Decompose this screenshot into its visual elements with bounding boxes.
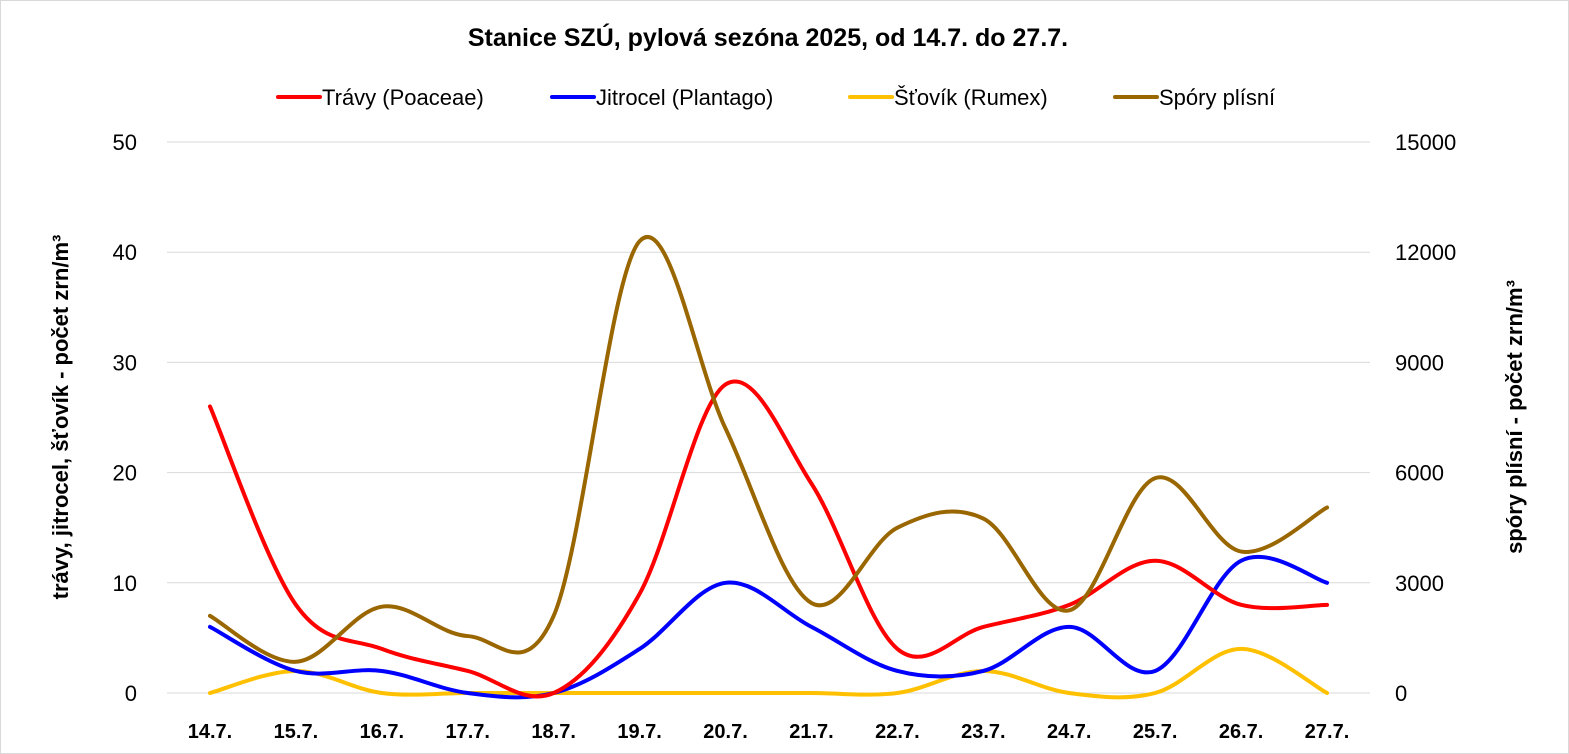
x-tick-label: 16.7. xyxy=(360,721,404,743)
grid xyxy=(167,141,1370,694)
x-axis-ticks: 14.7. 15.7. 16.7. 17.7. 18.7. 19.7. 20.7. 21.7.… xyxy=(188,721,1350,743)
x-tick-label: 25.7. xyxy=(1133,721,1177,743)
x-tick-label: 17.7. xyxy=(446,721,490,743)
legend-label: Šťovík (Rumex) xyxy=(894,85,1048,110)
y-left-tick-label: 10 xyxy=(113,571,137,596)
x-tick-label: 21.7. xyxy=(789,721,833,743)
series-layer xyxy=(207,235,1330,700)
y-left-tick-label: 30 xyxy=(113,350,137,375)
y-right-tick-label: 9000 xyxy=(1395,350,1444,375)
x-tick-label: 20.7. xyxy=(703,721,747,743)
y-axis-right-label: spóry plísní - počet zrn/m³ xyxy=(1502,280,1527,554)
series-line-4 xyxy=(207,235,1330,664)
x-tick-label: 15.7. xyxy=(274,721,318,743)
y-axis-right-ticks: 0 3000 6000 9000 12000 15000 xyxy=(1395,130,1456,706)
x-tick-label: 14.7. xyxy=(188,721,232,743)
y-right-tick-label: 15000 xyxy=(1395,130,1456,155)
y-right-tick-label: 12000 xyxy=(1395,240,1456,265)
x-tick-label: 24.7. xyxy=(1047,721,1091,743)
y-left-tick-label: 0 xyxy=(125,681,137,706)
chart-title: Stanice SZÚ, pylová sezóna 2025, od 14.7… xyxy=(468,22,1068,52)
x-tick-label: 18.7. xyxy=(531,721,575,743)
x-tick-label: 19.7. xyxy=(617,721,661,743)
x-tick-label: 23.7. xyxy=(961,721,1005,743)
series-line-2 xyxy=(207,554,1330,700)
legend: Trávy (Poaceae) Jitrocel (Plantago) Šťovík… xyxy=(276,85,1275,110)
legend-label: Trávy (Poaceae) xyxy=(322,85,484,110)
legend-label: Spóry plísní xyxy=(1159,85,1275,110)
y-left-tick-label: 40 xyxy=(113,240,137,265)
y-right-tick-label: 3000 xyxy=(1395,571,1444,596)
y-right-tick-label: 0 xyxy=(1395,681,1407,706)
y-left-tick-label: 20 xyxy=(113,461,137,486)
series-line-3 xyxy=(207,646,1330,700)
legend-label: Jitrocel (Plantago) xyxy=(596,85,773,110)
x-tick-label: 27.7. xyxy=(1305,721,1349,743)
y-axis-left-label: trávy, jitrocel, šťovík - počet zrn/m³ xyxy=(48,235,73,600)
y-left-tick-label: 50 xyxy=(113,130,137,155)
series-line-1 xyxy=(207,379,1330,699)
y-axis-left-ticks: 0 10 20 30 40 50 xyxy=(113,130,137,706)
y-right-tick-label: 6000 xyxy=(1395,461,1444,486)
x-tick-label: 22.7. xyxy=(875,721,919,743)
x-tick-label: 26.7. xyxy=(1219,721,1263,743)
